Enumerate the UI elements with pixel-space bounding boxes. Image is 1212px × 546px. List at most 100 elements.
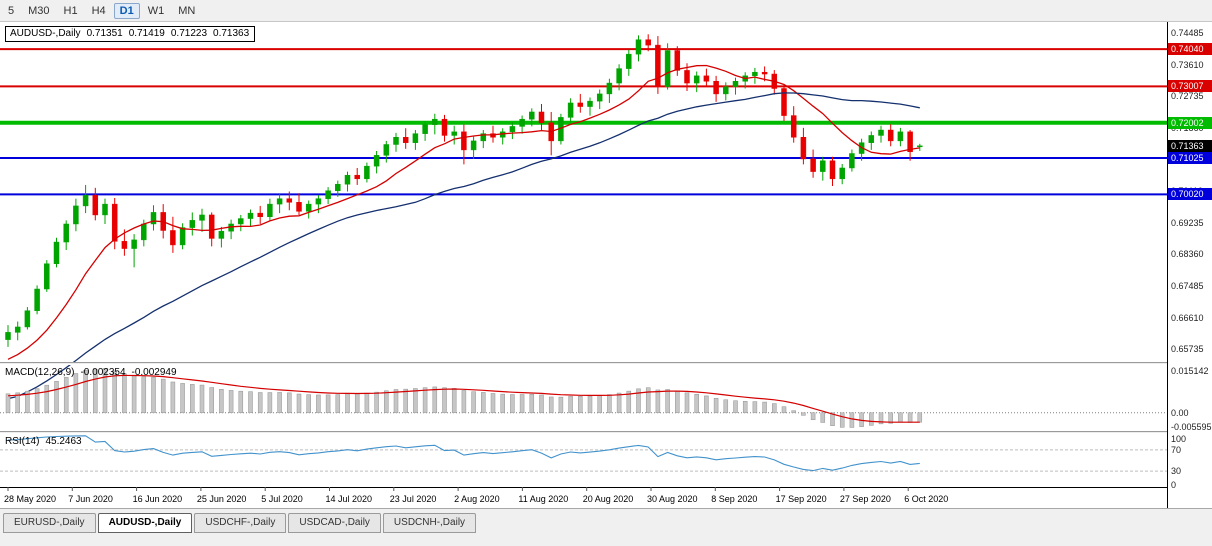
candle-body <box>790 115 797 138</box>
axis-label: -0.005595 <box>1171 422 1212 432</box>
tab-usdchf-daily[interactable]: USDCHF-,Daily <box>194 513 287 533</box>
candle-body <box>432 118 438 125</box>
macd-histogram-bar <box>403 388 408 414</box>
tab-audusd-daily[interactable]: AUDUSD-,Daily <box>97 513 193 533</box>
timeframe-button-5[interactable]: 5 <box>8 4 15 17</box>
current-price-tag: 0.71363 <box>1168 139 1212 152</box>
candle-body <box>606 82 613 95</box>
macd-histogram-bar <box>616 392 622 414</box>
candle-body <box>208 214 215 239</box>
candle-body <box>626 53 632 69</box>
timeframe-button-w1[interactable]: W1 <box>147 4 165 17</box>
candle-body <box>519 118 525 127</box>
macd-histogram-bar <box>34 388 40 414</box>
macd-histogram-bar <box>558 396 564 414</box>
macd-histogram-bar <box>626 390 632 414</box>
candle-body <box>286 198 293 203</box>
chart-area[interactable]: 28 May 2020 7 Jun 2020 16 Jun 2020 25 Jun 2… <box>0 22 1212 508</box>
macd-histogram-bar <box>636 388 641 414</box>
candle-body <box>73 205 79 225</box>
candle-body <box>674 50 681 71</box>
macd-histogram-bar <box>393 389 399 414</box>
macd-histogram-bar <box>277 392 282 414</box>
macd-histogram-bar <box>335 394 341 414</box>
rsi-line <box>7 435 920 472</box>
candle-body <box>141 223 147 241</box>
macd-histogram-bar <box>597 395 602 414</box>
macd-histogram-bar <box>248 391 253 414</box>
candle-body <box>451 131 457 136</box>
chart-high-value: 0.71419 <box>128 28 165 39</box>
candle-body <box>102 203 108 216</box>
candle-body <box>635 39 642 55</box>
macd-histogram-bar <box>122 373 127 414</box>
candle-body <box>897 131 904 142</box>
candle-body <box>839 167 845 180</box>
date-label: 30 Aug 2020 <box>647 494 698 504</box>
macd-histogram-bar <box>422 387 428 414</box>
candle-body <box>412 133 419 143</box>
axis-label: 0.66610 <box>1171 312 1204 323</box>
macd-histogram-bar <box>781 406 787 414</box>
chart-title-box: AUDUSD-,Daily 0.71351 0.71419 0.71223 0.7136… <box>5 26 256 42</box>
level-price-tag: 0.72002 <box>1168 116 1212 129</box>
tab-usdcnh-daily[interactable]: USDCNH-,Daily <box>382 513 477 533</box>
macd-histogram-bar <box>471 391 476 414</box>
candle-body <box>752 71 758 77</box>
candle-body <box>645 39 651 46</box>
candle-body <box>325 190 331 199</box>
macd-histogram-bar <box>316 394 321 414</box>
candle-body <box>422 124 428 134</box>
axis-label: 0.73610 <box>1171 59 1204 70</box>
macd-histogram-bar <box>675 390 680 414</box>
candle-body <box>887 129 894 142</box>
macd-histogram-bar <box>451 388 457 414</box>
macd-histogram-bar <box>839 412 845 428</box>
macd-histogram-bar <box>306 394 311 414</box>
tab-usdcad-daily[interactable]: USDCAD-,Daily <box>288 513 381 533</box>
macd-histogram-bar <box>907 412 913 423</box>
chart-open-value: 0.71351 <box>86 28 123 39</box>
date-label: 16 Jun 2020 <box>133 494 183 504</box>
macd-histogram-bar <box>461 390 467 414</box>
macd-histogram-bar <box>607 394 612 414</box>
timeframe-button-m30[interactable]: M30 <box>28 4 50 17</box>
date-label: 2 Aug 2020 <box>454 494 500 504</box>
candle-body <box>761 71 768 75</box>
candle-body <box>567 102 574 118</box>
macd-histogram-bar <box>490 393 496 414</box>
date-label: 14 Jul 2020 <box>326 494 373 504</box>
pane-divider[interactable] <box>0 431 1167 434</box>
macd-indicator-title: MACD(12,26,9) -0.002354 -0.002949 <box>5 367 177 378</box>
candle-body <box>92 194 99 216</box>
macd-histogram-bar <box>510 394 515 414</box>
price-axis[interactable]: 0.657350.666100.674850.683600.692350.701… <box>1167 22 1212 508</box>
macd-histogram-bar <box>645 387 651 414</box>
candle-body <box>150 212 157 225</box>
macd-histogram-bar <box>665 389 670 414</box>
moving-average-line-32 <box>7 92 920 400</box>
timeframe-button-d1[interactable]: D1 <box>113 2 140 19</box>
timeframe-button-mn[interactable]: MN <box>178 4 196 17</box>
macd-histogram-bar <box>791 410 796 414</box>
tab-eurusd-daily[interactable]: EURUSD-,Daily <box>3 513 96 533</box>
macd-histogram-bar <box>141 376 147 414</box>
timeframe-button-h1[interactable]: H1 <box>63 4 78 17</box>
candle-body <box>257 212 263 218</box>
date-label: 7 Jun 2020 <box>68 494 113 504</box>
candle-body <box>34 288 40 311</box>
pane-divider[interactable] <box>0 362 1167 365</box>
timeframe-button-h4[interactable]: H4 <box>91 4 106 17</box>
macd-histogram-bar <box>296 393 302 414</box>
date-label: 23 Jul 2020 <box>390 494 437 504</box>
candle-body <box>53 241 60 264</box>
macd-histogram-bar <box>44 384 50 414</box>
candle-body <box>354 174 360 180</box>
chart-low-value: 0.71223 <box>170 28 208 39</box>
candle-body <box>121 241 128 249</box>
candle-body <box>247 212 254 219</box>
candle-body <box>732 81 739 87</box>
candle-body <box>693 75 700 84</box>
macd-histogram-bar <box>413 388 418 414</box>
axis-label: 0.68360 <box>1171 249 1204 260</box>
